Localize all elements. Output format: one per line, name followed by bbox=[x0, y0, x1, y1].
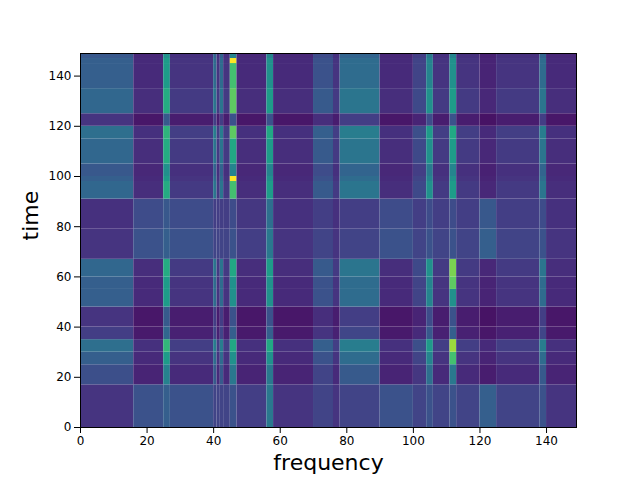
svg-text:20: 20 bbox=[139, 434, 154, 448]
svg-text:100: 100 bbox=[49, 169, 72, 183]
svg-text:frequency: frequency bbox=[273, 450, 383, 475]
svg-text:60: 60 bbox=[56, 270, 71, 284]
svg-text:140: 140 bbox=[535, 434, 558, 448]
svg-text:140: 140 bbox=[49, 69, 72, 83]
svg-text:80: 80 bbox=[56, 220, 71, 234]
svg-text:40: 40 bbox=[56, 320, 71, 334]
svg-text:20: 20 bbox=[56, 370, 71, 384]
svg-text:60: 60 bbox=[273, 434, 288, 448]
svg-text:120: 120 bbox=[49, 119, 72, 133]
svg-text:0: 0 bbox=[64, 420, 72, 434]
svg-text:0: 0 bbox=[77, 434, 85, 448]
svg-text:100: 100 bbox=[402, 434, 425, 448]
svg-text:120: 120 bbox=[469, 434, 492, 448]
svg-text:40: 40 bbox=[206, 434, 221, 448]
svg-text:80: 80 bbox=[339, 434, 354, 448]
svg-text:time: time bbox=[18, 191, 43, 241]
